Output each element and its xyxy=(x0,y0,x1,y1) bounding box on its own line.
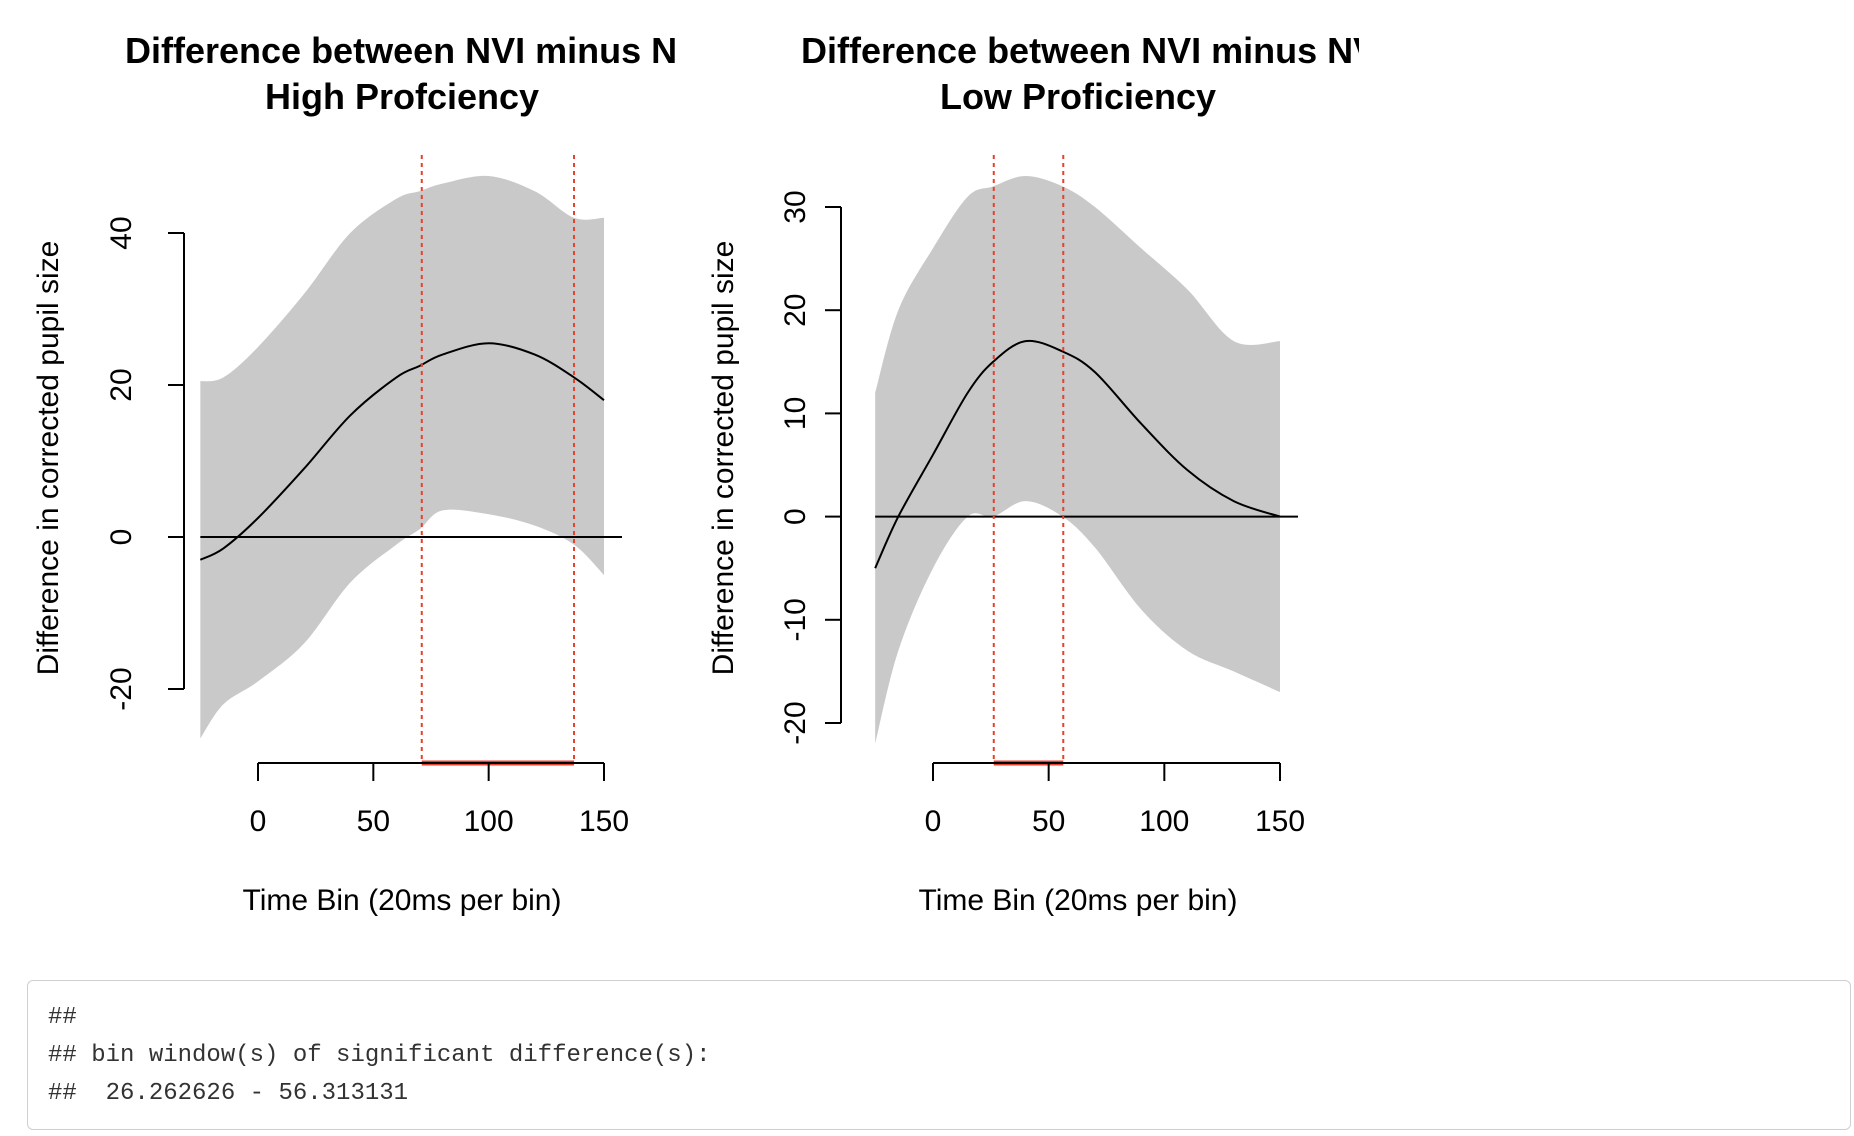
chart-panel-1: -20 0 20 40 0 50 100 150 Time Bin (20ms per bin)… xyxy=(32,30,725,917)
x-tick-label: 150 xyxy=(579,805,629,838)
y-tick-label: 20 xyxy=(105,368,138,401)
x-axis-label: Time Bin (20ms per bin) xyxy=(919,884,1238,917)
y-tick-label: -10 xyxy=(779,598,812,641)
console-line-2: ## bin window(s) of significant differen… xyxy=(48,1042,711,1069)
chart-title: Difference between NVI minus NVS xyxy=(125,30,725,71)
chart-title: Difference between NVI minus NVS xyxy=(801,30,1401,71)
y-tick-label: 0 xyxy=(105,529,138,546)
x-axis-label: Time Bin (20ms per bin) xyxy=(243,884,562,917)
console-line-3: ## 26.262626 - 56.313131 xyxy=(48,1080,409,1107)
y-tick-label: 0 xyxy=(779,508,812,525)
confidence-band xyxy=(200,175,605,739)
chart-subtitle: Low Proficiency xyxy=(940,76,1216,117)
estimate-curve xyxy=(199,342,605,561)
y-tick-label: -20 xyxy=(779,701,812,744)
estimate-curve xyxy=(874,339,1281,569)
title-group: Difference between NVI minus NVS xyxy=(801,30,1401,71)
x-tick-label: 50 xyxy=(1032,805,1065,838)
x-tick-label: 100 xyxy=(464,805,514,838)
x-tick-label: 50 xyxy=(357,805,390,838)
confidence-band xyxy=(875,176,1280,744)
y-axis-label: Difference in corrected pupil size xyxy=(707,241,740,676)
x-tick-label: 0 xyxy=(250,805,267,838)
y-tick-label: 10 xyxy=(779,397,812,430)
y-axis-label: Difference in corrected pupil size xyxy=(32,241,65,676)
plot-area: -20 0 20 40 0 50 100 150 Time Bin (20ms per bin)… xyxy=(32,30,1401,917)
console-line-1: ## xyxy=(48,1004,77,1031)
y-tick-label: 20 xyxy=(779,294,812,327)
x-tick-label: 0 xyxy=(925,805,942,838)
y-tick-label: 30 xyxy=(779,190,812,223)
console-output: ## ## bin window(s) of significant diffe… xyxy=(27,980,1851,1130)
x-tick-label: 150 xyxy=(1255,805,1305,838)
console-text: ## ## bin window(s) of significant diffe… xyxy=(48,999,1830,1113)
chart-panel-2: -20 -10 0 10 20 30 0 50 100 150 Time Bin (20ms per… xyxy=(707,30,1401,917)
chart-subtitle: High Profciency xyxy=(265,76,539,117)
y-tick-label: 40 xyxy=(105,216,138,249)
title-group: Difference between NVI minus NVS xyxy=(125,30,725,71)
y-tick-label: -20 xyxy=(105,667,138,710)
x-tick-label: 100 xyxy=(1139,805,1189,838)
